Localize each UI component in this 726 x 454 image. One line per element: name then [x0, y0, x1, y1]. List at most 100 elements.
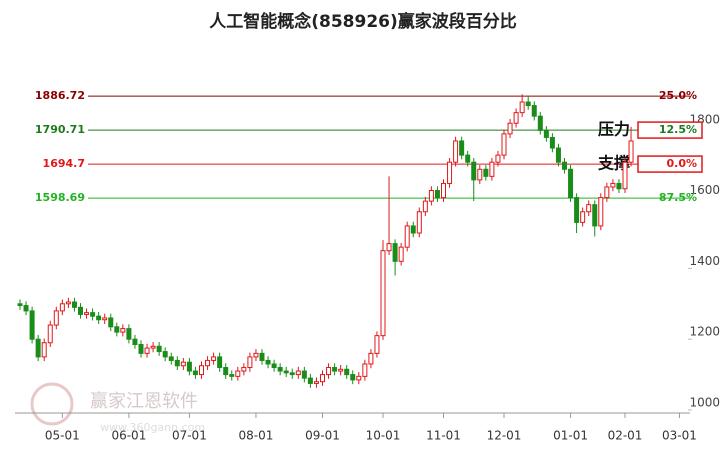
candle-body [392, 243, 398, 262]
y-tick-label: 1000 [689, 396, 720, 410]
candle-body [338, 368, 344, 372]
candle-body [307, 377, 313, 384]
candle-body [235, 370, 241, 377]
candle-body [362, 363, 368, 377]
candle-body [78, 306, 83, 315]
candle-body [289, 372, 295, 376]
candle-body [132, 338, 138, 346]
watermark-logo [30, 382, 74, 426]
candle-body [386, 243, 392, 252]
candle-body [271, 363, 277, 369]
candle-body [592, 204, 598, 227]
candle-body [150, 345, 156, 349]
candle-body [120, 328, 126, 333]
candle-body [586, 204, 592, 213]
level-box [637, 155, 703, 173]
y-tick-label: 1600 [689, 183, 720, 197]
candle-body [205, 359, 211, 367]
candle-body [17, 303, 23, 307]
candle-body [380, 250, 386, 337]
candle-body [525, 101, 531, 107]
candle-body [332, 367, 338, 372]
candle-body [404, 225, 410, 248]
candle-body [519, 101, 525, 114]
x-tick-label: 10-01 [366, 429, 401, 443]
candle-body [356, 375, 362, 381]
candle-body [598, 197, 604, 227]
candle-body [96, 315, 102, 321]
level-note: 支撑 [597, 154, 630, 173]
x-tick-label: 11-01 [426, 429, 461, 443]
candle-body [568, 168, 574, 199]
x-tick-label: 08-01 [239, 429, 274, 443]
candle-body [410, 225, 416, 234]
candle-body [71, 301, 77, 308]
x-tick-label: 12-01 [487, 429, 522, 443]
x-tick-label: 07-01 [172, 429, 207, 443]
level-pct: 25.0% [659, 89, 697, 102]
candle-body [162, 351, 168, 358]
candle-body [416, 211, 422, 234]
candle-body [168, 356, 174, 361]
candle-body [537, 115, 543, 131]
candle-body [102, 317, 108, 321]
candle-body [483, 168, 489, 177]
candle-body [265, 359, 271, 365]
candle-body [574, 197, 580, 223]
candle-body [501, 133, 507, 156]
level-box [637, 121, 703, 139]
candle-body [326, 367, 332, 376]
level-pct: 12.5% [659, 123, 697, 136]
candle-body [428, 190, 434, 202]
level-pct: 0.0% [666, 157, 697, 170]
x-tick-label: 01-01 [553, 429, 588, 443]
candle-body [90, 312, 96, 317]
candle-body [241, 367, 247, 372]
x-tick-label: 06-01 [111, 429, 146, 443]
x-tick-label: 09-01 [305, 429, 340, 443]
chart-title: 人工智能概念(858926)赢家波段百分比 [209, 11, 517, 32]
candle-body [489, 161, 495, 177]
level-note: 压力 [598, 120, 630, 139]
candle-body [174, 359, 180, 367]
level-pct: 87.5% [659, 191, 697, 204]
candle-body [453, 140, 459, 163]
candle-body [531, 105, 537, 117]
candle-body [543, 129, 549, 138]
level-label: 1790.71 [35, 123, 85, 136]
candle-body [138, 344, 144, 354]
candle-body [495, 154, 501, 163]
candle-body [108, 317, 114, 328]
candle-body [580, 211, 586, 223]
x-tick-label: 02-01 [608, 429, 643, 443]
candle-body [374, 335, 380, 354]
y-tick-label: 1400 [689, 254, 720, 268]
candle-body [465, 154, 471, 163]
candle-body [459, 140, 465, 156]
candle-body [313, 381, 319, 384]
candle-body [199, 365, 204, 376]
candle-body [277, 367, 283, 372]
candle-body [295, 370, 301, 376]
candle-body [398, 246, 404, 262]
watermark-url: www.360gann.com [100, 421, 205, 434]
candle-body [23, 305, 29, 312]
candle-body [229, 374, 235, 377]
x-tick-label: 05-01 [45, 429, 80, 443]
candle-body [344, 368, 350, 376]
candle-body [434, 190, 440, 199]
candle-body [368, 352, 374, 365]
candle-body [422, 200, 428, 213]
candle-body [253, 352, 259, 358]
candle-body [47, 324, 53, 344]
candle-body [59, 303, 65, 312]
candle-body [507, 122, 513, 135]
candle-body [186, 361, 192, 372]
candle-body [301, 370, 307, 379]
candle-body [217, 356, 223, 369]
candle-body [610, 182, 616, 188]
candle-body [555, 147, 561, 163]
candle-body [180, 361, 186, 367]
candle-body [126, 328, 132, 340]
